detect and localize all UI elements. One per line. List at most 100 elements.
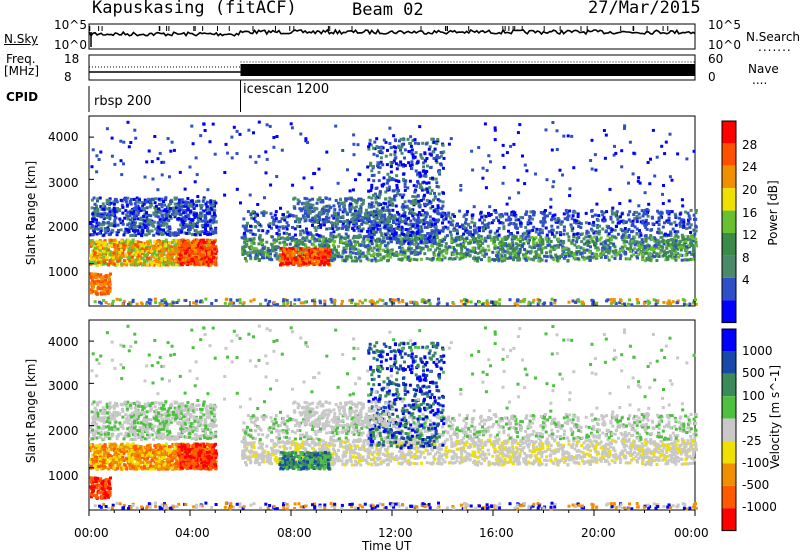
cell [591,229,595,233]
cell [326,254,330,258]
cell [694,229,698,233]
cell [363,221,366,225]
cell [113,224,117,228]
cell [414,232,418,236]
cell [139,230,143,234]
cell [202,209,206,213]
cell [434,207,438,211]
cell [186,238,190,242]
cell [400,229,404,233]
cell [170,257,174,260]
cell [388,203,392,207]
cell [214,245,218,249]
cell [570,225,574,229]
cell [126,217,130,221]
cell [413,253,417,256]
cell [511,244,515,247]
cell [285,221,289,225]
cell [630,224,634,227]
cell [331,227,335,231]
cell [570,229,574,233]
cell [275,232,279,235]
cell [669,231,673,235]
cell [201,238,205,242]
cell [213,253,217,257]
cell [681,238,685,242]
cell [599,255,603,259]
cell [521,243,525,247]
cell [493,244,497,248]
cell [387,185,391,189]
cell [105,207,109,211]
cell [112,243,116,247]
cell [516,231,520,235]
cell [174,231,178,235]
cell [359,243,363,247]
cell [356,248,360,252]
cell [98,212,102,216]
cell [333,253,337,257]
cell [162,219,166,222]
cell [461,244,465,248]
cell [104,249,108,252]
cell [437,256,441,260]
cell [186,213,190,217]
cell [139,252,143,256]
cell [606,243,610,247]
cell [570,251,573,255]
cell [270,226,273,230]
cell [441,211,445,215]
cell [119,219,122,223]
cell [127,222,131,225]
cell [249,224,252,228]
cell [167,233,171,236]
cell [202,259,206,263]
cell [315,262,319,266]
cell [119,239,123,243]
cell [663,253,667,257]
power-heatmap [89,120,698,307]
cell [92,281,96,285]
cell [355,218,359,222]
cell [478,226,481,230]
cell [501,250,505,254]
cell [311,223,314,227]
cell [138,254,141,258]
cell [685,245,689,249]
cell [483,218,486,222]
cell [132,253,136,257]
cell [159,230,163,234]
cell [504,235,508,239]
cell [202,230,206,234]
cell [484,239,488,243]
cell [196,218,200,222]
cell [174,259,178,263]
cell [659,210,663,214]
cell [446,227,450,231]
cell [525,251,528,255]
cell [158,256,162,260]
cell [178,247,182,251]
cell [444,213,448,217]
cell [266,256,269,259]
cell [174,213,177,217]
cell [414,188,418,192]
cell [364,234,368,238]
cell [351,226,355,230]
cell [428,215,432,219]
cell [399,250,403,254]
cell [104,274,108,278]
cell [430,223,434,227]
cell [604,230,608,234]
cell [692,254,696,258]
cell [260,211,264,215]
cell [94,290,97,293]
cell [257,242,261,246]
cell [273,253,277,257]
cell [193,233,197,237]
cell [167,250,171,254]
cell [354,243,358,246]
cell [657,229,661,233]
cell [395,250,399,254]
cell [344,250,348,254]
